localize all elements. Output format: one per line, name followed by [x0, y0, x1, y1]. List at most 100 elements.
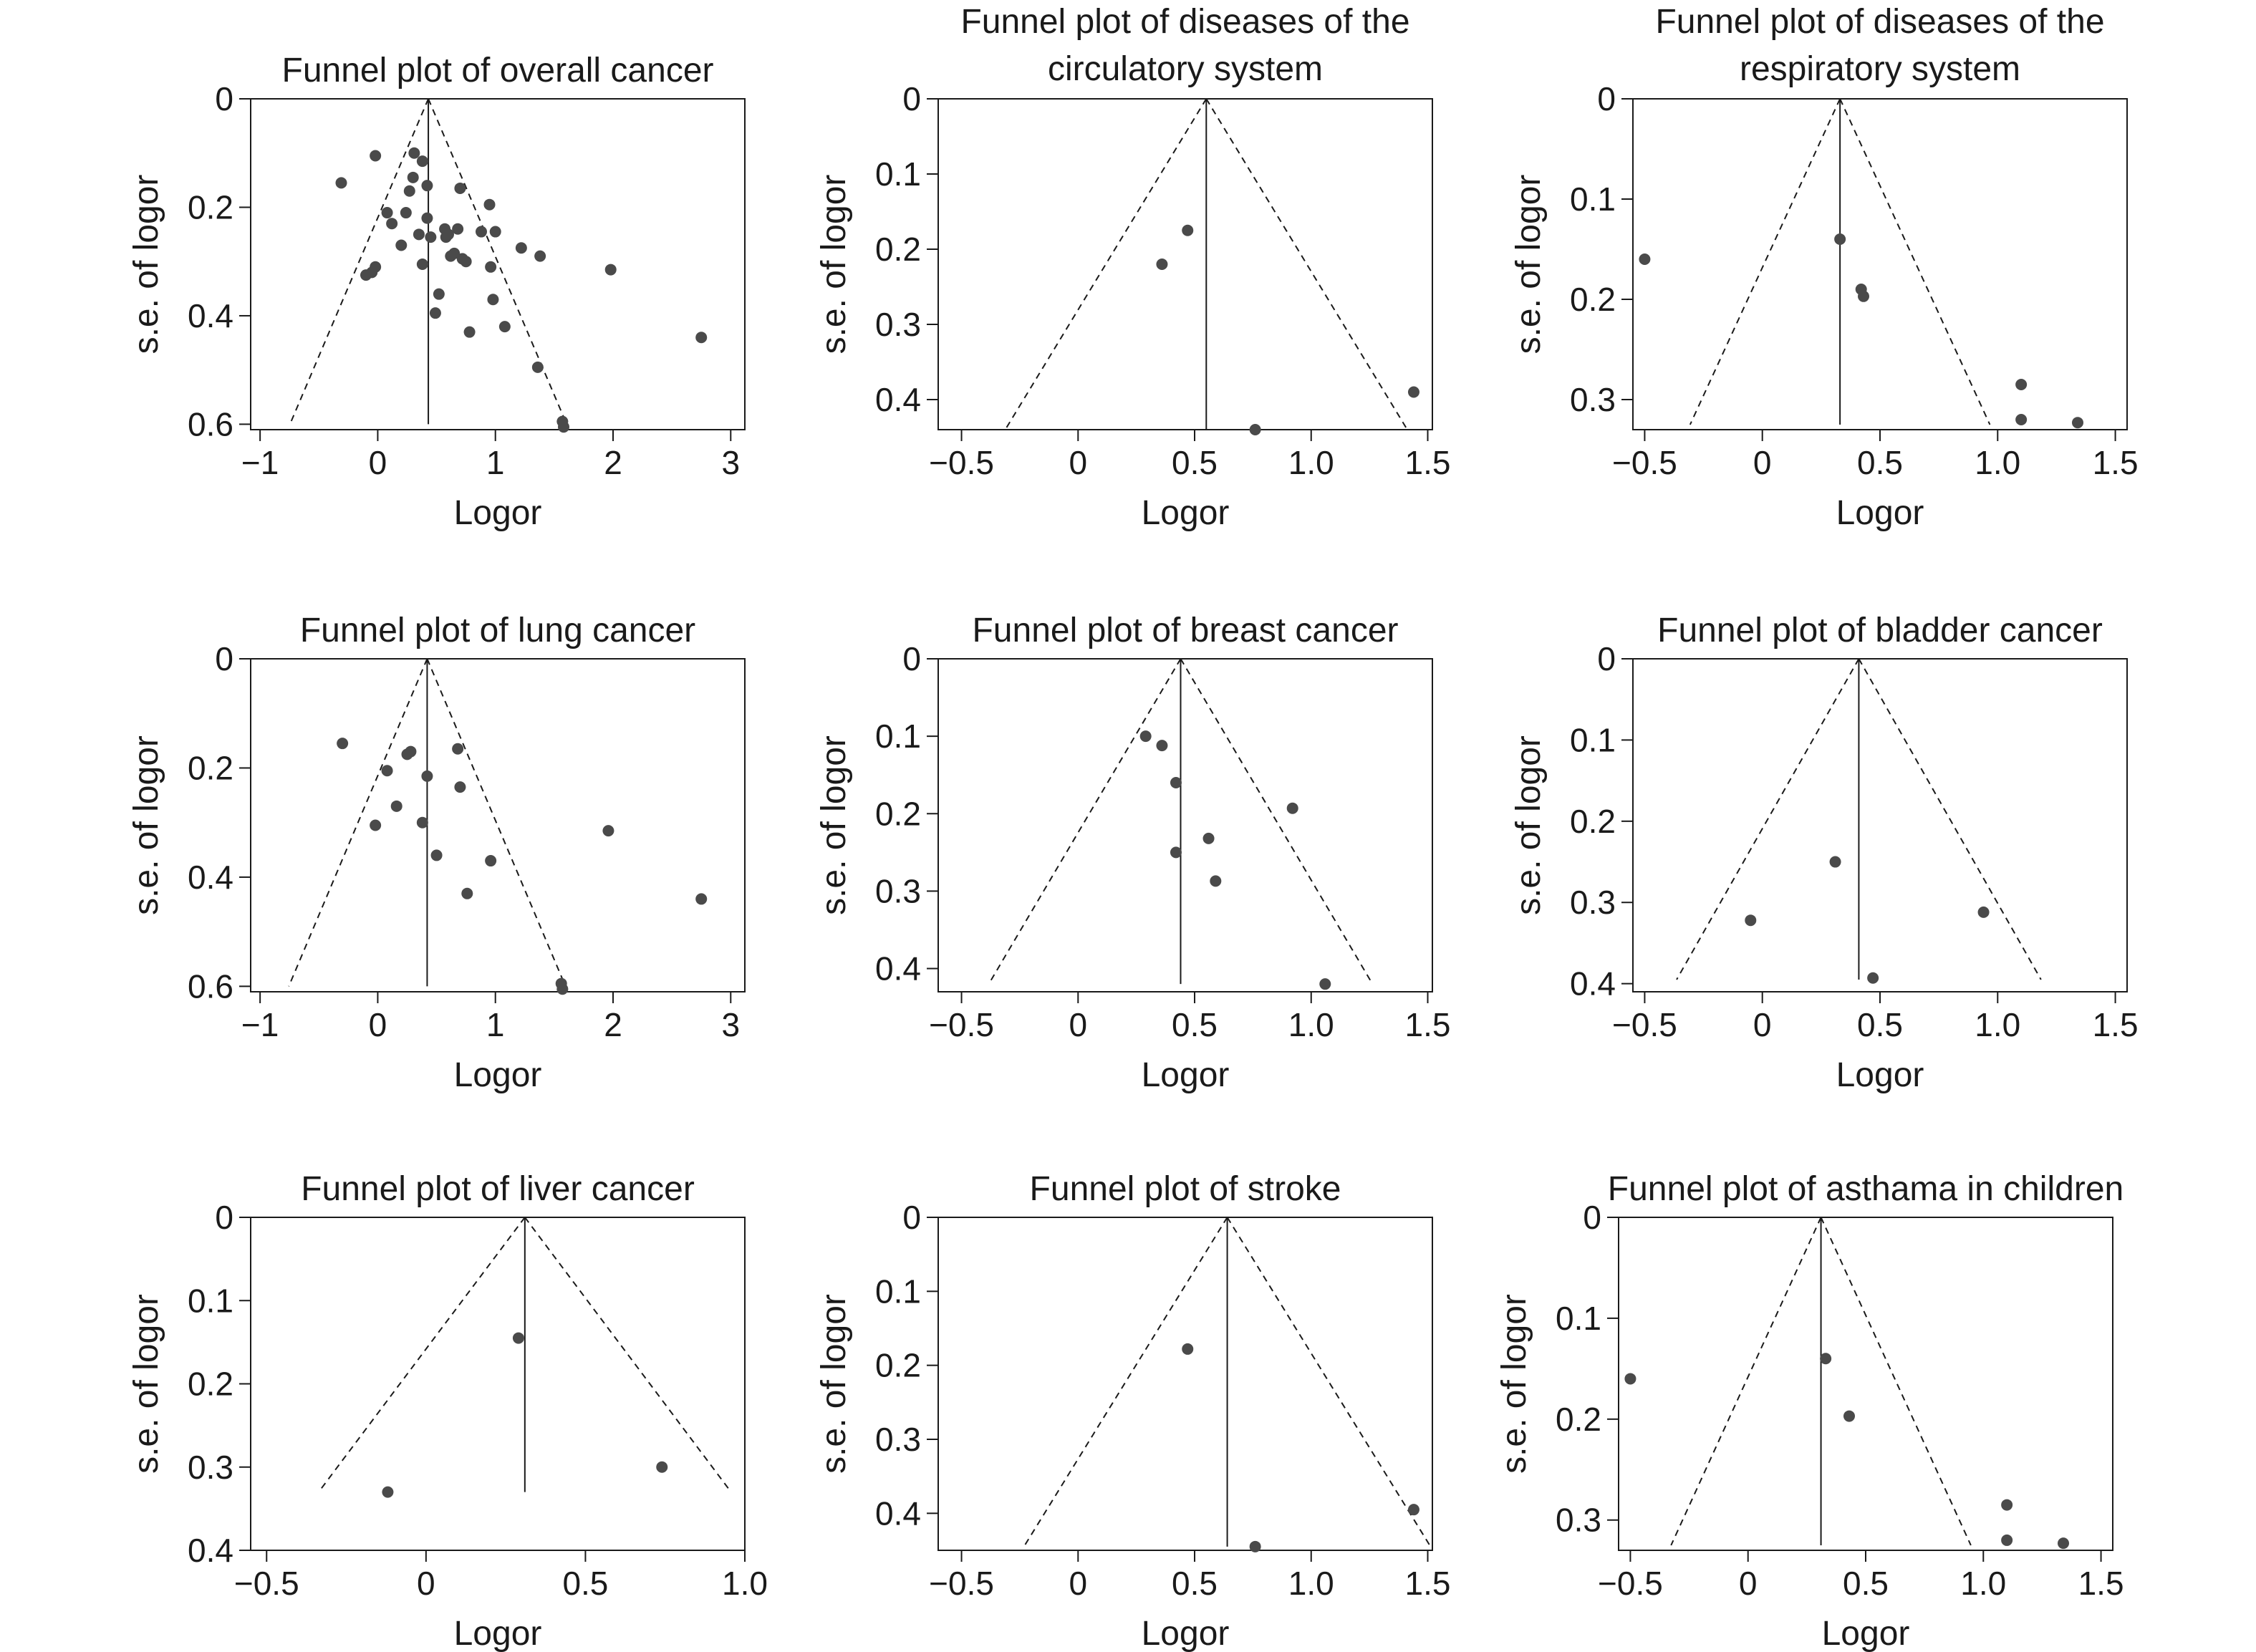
- x-tick-label: 1.0: [1975, 444, 2020, 481]
- x-tick-label: 0: [369, 1006, 387, 1043]
- x-axis-label: Logor: [454, 1056, 542, 1094]
- funnel-panel-3: Funnel plot of diseases of the respirator…: [1510, 3, 2139, 532]
- x-axis-label: Logor: [1822, 1615, 1910, 1652]
- funnel-limit-right: [1226, 1217, 1432, 1547]
- x-tick-label: −1: [241, 444, 279, 481]
- funnel-limit-left: [988, 658, 1182, 985]
- x-tick-label: 1.5: [2093, 444, 2139, 481]
- data-point: [2001, 1534, 2013, 1546]
- data-point: [2001, 1499, 2013, 1511]
- x-tick-label: 0.5: [1172, 444, 1218, 481]
- x-axis-label: Logor: [1836, 1056, 1924, 1094]
- y-tick-label: 0: [902, 640, 921, 677]
- funnel-limit-right: [1180, 658, 1374, 985]
- y-tick-label: 0: [1583, 1199, 1601, 1236]
- y-tick-label: 0.2: [875, 795, 921, 832]
- plot-frame: [1632, 98, 2128, 430]
- y-tick-label: 0.4: [188, 1532, 233, 1569]
- data-point: [421, 180, 433, 192]
- y-tick-label: 0.1: [1556, 1300, 1601, 1337]
- data-point: [487, 294, 499, 306]
- x-axis-label: Logor: [1142, 1615, 1230, 1652]
- x-tick-label: 2: [604, 444, 622, 481]
- y-tick-label: 0.6: [188, 405, 233, 443]
- x-axis-label: Logor: [1836, 494, 1924, 532]
- x-tick-label: −0.5: [929, 1006, 994, 1043]
- funnel-panel-6: Funnel plot of bladder cancer −0.5 0 0.5 1.0…: [1510, 612, 2139, 1094]
- data-point: [656, 1461, 668, 1473]
- funnel-panel-2: Funnel plot of diseases of the circulator…: [815, 3, 1450, 532]
- y-tick-label: 0.6: [188, 967, 233, 1005]
- data-point: [476, 226, 487, 238]
- x-tick-label: 1: [486, 444, 505, 481]
- data-point: [381, 207, 393, 219]
- data-point: [370, 150, 382, 162]
- data-point: [1820, 1353, 1832, 1365]
- y-axis-label: s.e. of logor: [815, 1294, 853, 1474]
- x-tick-label: 0: [417, 1565, 435, 1602]
- funnel-panel-1: Funnel plot of overall cancer −1 0 1 2 3 0 0.2 0…: [127, 52, 746, 532]
- x-tick-label: 0: [1069, 1006, 1087, 1043]
- plot-frame: [937, 1217, 1433, 1551]
- y-tick-label: 0.4: [1570, 965, 1616, 1003]
- y-axis-label: s.e. of logor: [127, 1294, 165, 1474]
- y-tick-label: 0.1: [188, 1282, 233, 1319]
- x-tick-label: −0.5: [929, 1565, 994, 1602]
- data-point: [1624, 1373, 1636, 1385]
- data-point: [1170, 777, 1182, 789]
- panel-title: Funnel plot of breast cancer: [972, 612, 1398, 649]
- y-tick-label: 0.2: [875, 231, 921, 268]
- x-tick-label: 0.5: [562, 1565, 608, 1602]
- data-point: [408, 147, 420, 159]
- y-tick-label: 0: [902, 80, 921, 117]
- y-axis-label: s.e. of logor: [1510, 175, 1548, 354]
- x-axis-label: Logor: [454, 494, 542, 532]
- data-point: [485, 261, 497, 273]
- x-tick-label: 3: [721, 444, 740, 481]
- data-point: [405, 745, 417, 758]
- x-tick-label: 0.5: [1857, 1006, 1903, 1043]
- x-tick-label: −0.5: [1612, 1006, 1677, 1043]
- data-point: [1867, 972, 1879, 984]
- y-tick-label: 0.3: [1570, 884, 1616, 921]
- y-tick-label: 0.3: [1570, 381, 1616, 418]
- data-point: [1156, 259, 1168, 270]
- y-tick-label: 0.4: [875, 381, 921, 418]
- data-point: [1843, 1410, 1855, 1422]
- x-tick-label: −0.5: [929, 444, 994, 481]
- y-tick-label: 0.2: [1556, 1401, 1601, 1438]
- funnel-panel-9: Funnel plot of asthama in children −0.5 0 0…: [1495, 1170, 2124, 1652]
- funnel-limit-right: [1839, 98, 1991, 425]
- data-point: [403, 185, 415, 197]
- data-point: [407, 171, 419, 183]
- x-tick-label: 0: [369, 444, 387, 481]
- x-tick-label: 1.0: [1960, 1565, 2006, 1602]
- plot-frame: [1632, 658, 2128, 992]
- x-axis-label: Logor: [1142, 494, 1230, 532]
- funnel-limit-right: [524, 1217, 732, 1493]
- data-point: [1170, 846, 1182, 859]
- data-point: [1249, 1540, 1261, 1552]
- panel-title: circulatory system: [1048, 50, 1323, 88]
- panel-title: Funnel plot of stroke: [1030, 1170, 1341, 1208]
- data-point: [416, 259, 428, 270]
- x-tick-label: 0: [1069, 1565, 1087, 1602]
- data-point: [531, 361, 544, 373]
- y-tick-label: 0.3: [1556, 1502, 1601, 1539]
- y-tick-label: 0.4: [875, 950, 921, 987]
- panel-title: Funnel plot of overall cancer: [282, 52, 714, 90]
- panel-title: Funnel plot of liver cancer: [301, 1170, 695, 1208]
- funnel-limit-left: [1670, 1217, 1822, 1546]
- x-tick-label: −1: [241, 1006, 279, 1043]
- data-point: [1210, 875, 1222, 887]
- data-point: [602, 825, 614, 837]
- data-point: [558, 421, 569, 433]
- y-tick-label: 0: [902, 1199, 921, 1236]
- y-tick-label: 0.1: [1570, 180, 1616, 218]
- data-point: [425, 231, 437, 243]
- y-tick-label: 0.3: [875, 306, 921, 343]
- y-tick-label: 0.2: [1570, 803, 1616, 840]
- data-point: [386, 218, 398, 230]
- data-point: [1202, 832, 1215, 844]
- y-tick-label: 0.2: [188, 1366, 233, 1403]
